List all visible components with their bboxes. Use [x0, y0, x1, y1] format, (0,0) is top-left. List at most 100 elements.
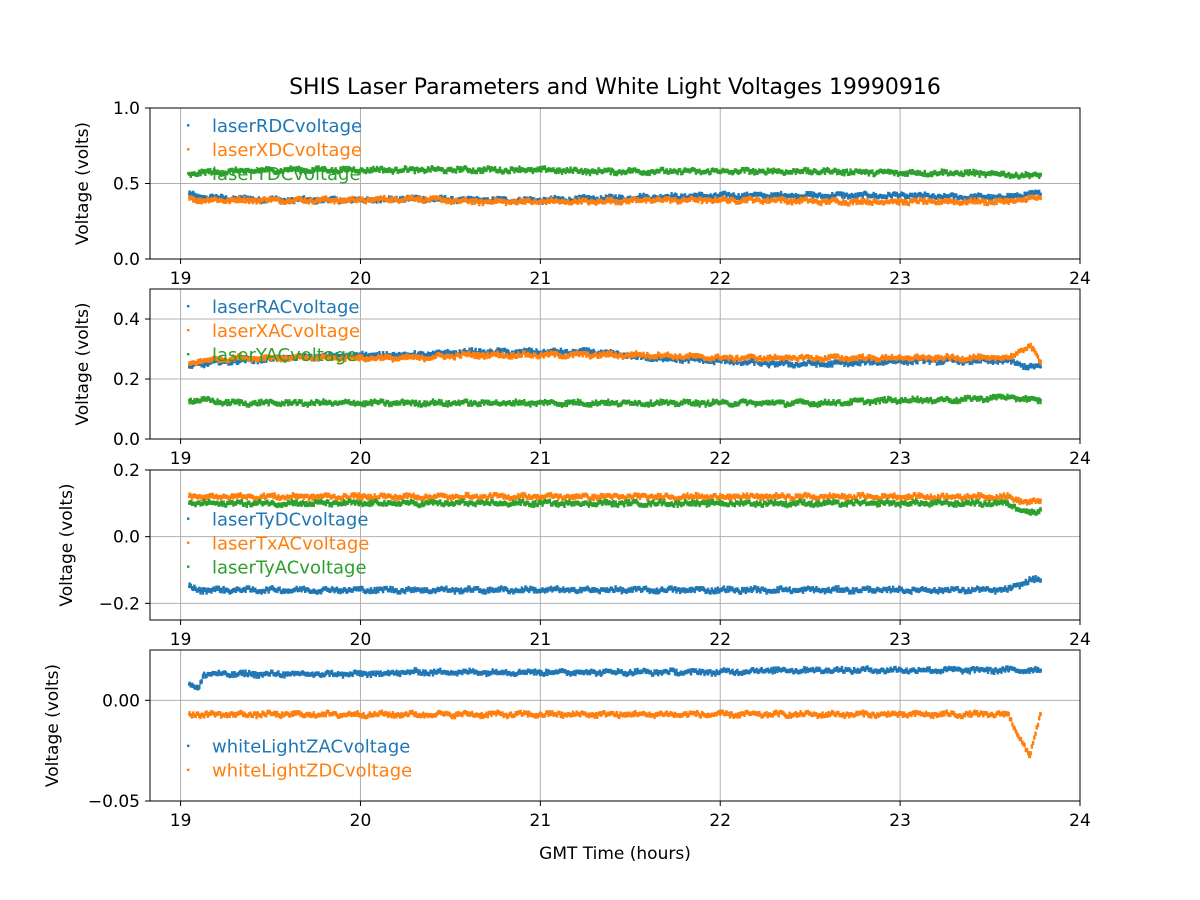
data-point: [625, 352, 628, 358]
data-point: [708, 357, 711, 362]
data-point: [468, 585, 471, 590]
data-point: [531, 200, 535, 205]
data-point: [716, 586, 720, 591]
data-point: [332, 355, 335, 360]
data-point: [274, 354, 278, 359]
data-point: [902, 589, 906, 595]
data-point: [1024, 170, 1028, 176]
data-value-point: [952, 200, 956, 204]
data-point: [775, 588, 778, 594]
data-point: [798, 195, 801, 201]
data-point: [353, 586, 357, 591]
data-point: [384, 585, 387, 591]
data-point: [414, 167, 418, 172]
data-point: [986, 354, 990, 360]
data-point: [489, 401, 492, 406]
data-point: [750, 193, 754, 199]
data-point: [695, 402, 699, 407]
data-point: [276, 588, 279, 594]
legend-marker: [187, 148, 190, 151]
data-point: [566, 587, 570, 592]
data-point: [290, 167, 294, 173]
data-point: [910, 192, 913, 198]
data-point: [531, 400, 535, 406]
data-point: [570, 351, 573, 356]
data-point: [637, 195, 640, 200]
data-point: [224, 358, 228, 363]
data-point: [1022, 195, 1025, 200]
data-point: [891, 585, 895, 591]
data-point: [677, 354, 681, 359]
data-point: [313, 401, 317, 407]
data-point: [635, 168, 638, 174]
data-point: [391, 586, 395, 591]
data-point: [1033, 195, 1036, 200]
data-point: [487, 589, 491, 594]
data-point: [583, 195, 587, 200]
data-point: [238, 401, 241, 407]
data-point: [761, 194, 765, 199]
data-point: [946, 194, 950, 199]
data-point: [770, 355, 773, 361]
data-point: [908, 192, 912, 198]
data-point: [611, 588, 615, 593]
data-point: [857, 359, 861, 364]
data-point: [788, 170, 791, 175]
data-point: [699, 354, 703, 359]
data-point: [913, 197, 917, 202]
data-point: [300, 167, 303, 172]
data-point: [896, 588, 900, 594]
data-point: [329, 168, 332, 174]
data-point: [827, 354, 830, 359]
data-point: [230, 167, 234, 173]
data-point: [491, 352, 494, 357]
data-point: [786, 354, 789, 360]
data-point: [289, 165, 292, 170]
data-point: [563, 199, 566, 204]
data-point: [868, 199, 872, 204]
data-point: [816, 588, 819, 593]
data-point: [698, 168, 701, 173]
data-point: [464, 587, 468, 592]
data-point: [821, 362, 824, 368]
data-point: [1012, 358, 1015, 364]
data-point: [669, 356, 672, 362]
data-point: [781, 193, 784, 199]
data-point: [842, 359, 845, 365]
data-point: [800, 362, 804, 367]
data-point: [814, 360, 817, 366]
data-point: [577, 196, 581, 202]
data-point: [549, 585, 553, 591]
data-point: [946, 357, 950, 362]
data-point: [401, 398, 404, 403]
data-point: [265, 354, 268, 359]
data-point: [457, 587, 460, 593]
data-point: [604, 349, 608, 354]
data-point: [378, 399, 381, 405]
data-point: [269, 585, 273, 591]
data-point: [349, 167, 352, 172]
data-point: [815, 363, 818, 368]
data-point: [895, 356, 898, 362]
data-point: [815, 354, 818, 360]
data-point: [442, 198, 446, 203]
data-point: [194, 198, 197, 204]
data-point: [804, 193, 807, 199]
data-point: [585, 353, 588, 358]
data-point: [658, 355, 661, 361]
data-point: [960, 200, 963, 206]
data-point: [940, 396, 944, 401]
series-laserYDCvoltage: [187, 165, 1043, 180]
data-point: [341, 199, 345, 204]
data-point: [870, 587, 873, 593]
data-point: [603, 200, 606, 205]
data-point: [249, 195, 252, 201]
data-point: [675, 198, 678, 203]
data-point: [217, 195, 220, 201]
data-point: [248, 357, 251, 363]
data-point: [230, 356, 234, 362]
data-point: [202, 395, 206, 401]
data-point: [294, 587, 297, 592]
data-point: [972, 358, 975, 363]
data-point: [680, 171, 683, 176]
